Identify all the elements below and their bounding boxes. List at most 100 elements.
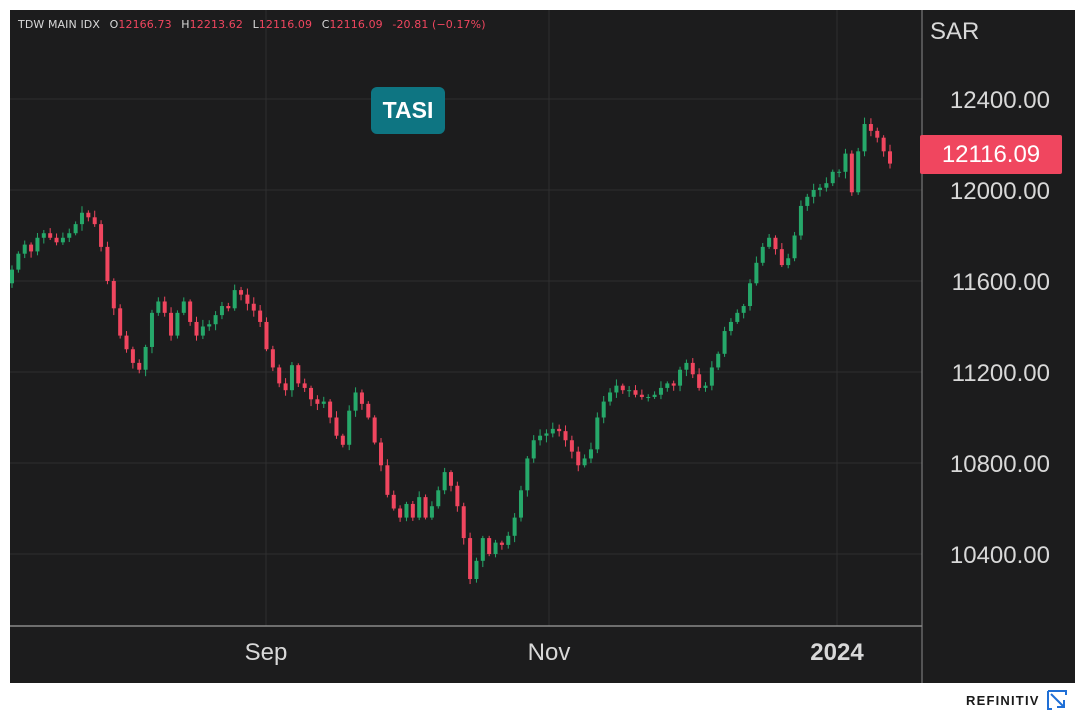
candle-body bbox=[888, 151, 892, 164]
x-tick-label: Nov bbox=[528, 639, 571, 666]
candle-body bbox=[595, 417, 600, 450]
y-tick-label: 10400.00 bbox=[950, 542, 1050, 569]
candle-body bbox=[130, 349, 135, 363]
candle-body bbox=[868, 124, 873, 131]
candle-body bbox=[232, 290, 237, 309]
candle-body bbox=[639, 394, 644, 398]
chart-panel: 12400.00 12000.00 11600.00 11200.00 10800.00… bbox=[10, 10, 1075, 683]
candle-body bbox=[379, 442, 384, 466]
candle-body bbox=[480, 538, 485, 561]
candle-body bbox=[487, 538, 492, 554]
candle-body bbox=[773, 237, 778, 250]
x-tick-label: 2024 bbox=[810, 639, 864, 666]
candle-body bbox=[417, 497, 422, 518]
candle-body bbox=[544, 433, 549, 436]
candle-body bbox=[143, 346, 148, 370]
axis-layer bbox=[10, 10, 923, 683]
candle-body bbox=[289, 365, 294, 391]
close-key: C bbox=[321, 18, 330, 31]
candle-body bbox=[849, 153, 854, 193]
candle-body bbox=[779, 249, 784, 266]
low-key: L bbox=[252, 18, 259, 31]
candle-body bbox=[258, 310, 263, 322]
candle-body bbox=[277, 367, 282, 384]
grid-layer bbox=[10, 10, 922, 626]
brand-name: REFINITIV bbox=[966, 692, 1040, 708]
candle-body bbox=[35, 237, 40, 252]
ohlc-header: TDW MAIN IDX O12166.73 H12213.62 L12116.… bbox=[18, 18, 486, 31]
candle-body bbox=[576, 451, 581, 466]
candle-body bbox=[767, 237, 772, 247]
candle-body bbox=[188, 301, 193, 322]
candle-body bbox=[321, 401, 326, 404]
y-tick-label: 11200.00 bbox=[952, 360, 1050, 387]
candle-body bbox=[194, 321, 199, 336]
y-tick-label: 12400.00 bbox=[950, 87, 1050, 114]
candle-body bbox=[264, 321, 269, 350]
candle-body bbox=[620, 385, 625, 391]
index-badge: TASI bbox=[371, 87, 445, 134]
candle-body bbox=[862, 124, 867, 152]
candle-body bbox=[811, 190, 816, 197]
candle-body bbox=[296, 365, 301, 384]
open-value: 12166.73 bbox=[118, 18, 172, 31]
candle-body bbox=[525, 458, 530, 491]
candle-body bbox=[741, 306, 746, 313]
y-tick-label: 11600.00 bbox=[952, 269, 1050, 296]
candle-body bbox=[684, 362, 689, 370]
candle-body bbox=[824, 183, 829, 188]
candle-body bbox=[735, 312, 740, 322]
candle-body bbox=[697, 374, 702, 388]
y-tick-label: 10800.00 bbox=[950, 451, 1050, 478]
candle-body bbox=[468, 538, 473, 580]
candle-body bbox=[22, 244, 27, 254]
candle-body bbox=[347, 410, 352, 445]
candle-body bbox=[518, 490, 523, 518]
candle-body bbox=[665, 383, 670, 388]
candle-body bbox=[633, 390, 638, 395]
candle-body bbox=[86, 212, 91, 218]
candle-body bbox=[181, 301, 186, 313]
candle-body bbox=[531, 440, 536, 459]
symbol-name: TDW MAIN IDX bbox=[18, 18, 100, 31]
price-chart[interactable]: 12400.00 12000.00 11600.00 11200.00 10800.00… bbox=[10, 10, 1075, 683]
last-price-label: 12116.09 bbox=[920, 135, 1062, 174]
candle-body bbox=[582, 458, 587, 466]
candle-body bbox=[391, 494, 396, 509]
open-key: O bbox=[109, 18, 119, 31]
candle-body bbox=[805, 196, 810, 206]
currency-label: SAR bbox=[930, 18, 979, 45]
candle-body bbox=[10, 269, 14, 284]
candle-body bbox=[99, 224, 104, 247]
candle-body bbox=[429, 506, 434, 518]
candle-body bbox=[856, 151, 861, 193]
candle-body bbox=[461, 506, 466, 539]
candle-body bbox=[588, 449, 593, 459]
candle-body bbox=[41, 233, 46, 238]
candle-body bbox=[315, 399, 320, 404]
candle-body bbox=[608, 392, 613, 402]
candle-body bbox=[105, 246, 110, 281]
candle-body bbox=[748, 283, 753, 307]
candle-body bbox=[786, 258, 791, 266]
candle-body bbox=[455, 485, 460, 507]
candle-body bbox=[728, 321, 733, 332]
candle-body bbox=[881, 137, 886, 152]
candle-body bbox=[410, 503, 415, 518]
candle-body bbox=[16, 253, 21, 270]
candle-body bbox=[92, 217, 97, 225]
candle-body bbox=[156, 301, 161, 313]
candle-body bbox=[506, 535, 511, 545]
candle-body bbox=[709, 367, 714, 386]
candle-layer bbox=[10, 117, 892, 585]
candle-body bbox=[124, 335, 129, 350]
candle-body bbox=[436, 490, 441, 507]
candle-body bbox=[449, 472, 453, 486]
candle-body bbox=[67, 233, 72, 238]
candle-body bbox=[423, 497, 428, 518]
candle-body bbox=[366, 403, 371, 418]
candle-body bbox=[118, 308, 123, 336]
candle-body bbox=[658, 387, 663, 395]
candle-body bbox=[385, 465, 390, 495]
candle-body bbox=[563, 431, 568, 441]
